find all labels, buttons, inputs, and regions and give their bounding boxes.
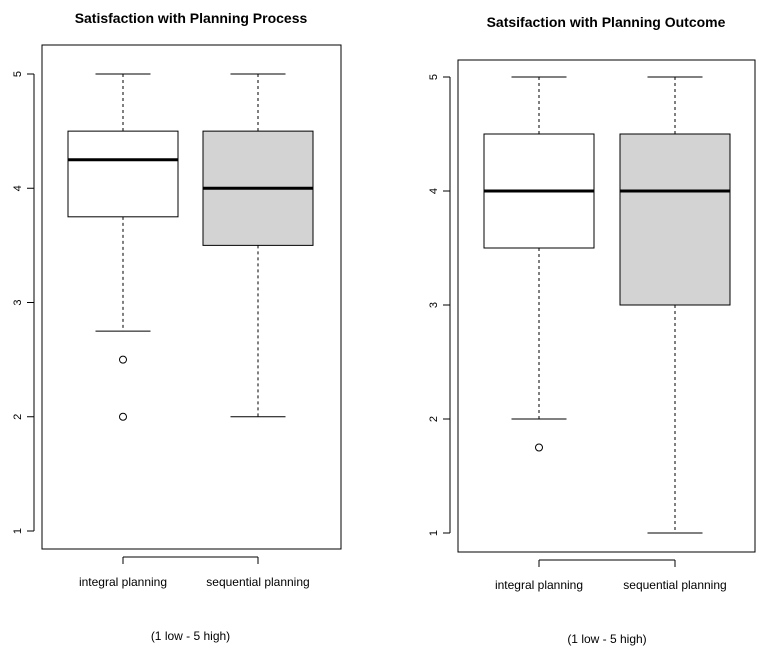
outlier-point [119,355,127,364]
y-tick-label: 4 [428,188,440,194]
box [67,130,179,218]
x-tick-label: sequential planning [623,578,726,592]
y-tick-label: 3 [12,299,24,305]
scale-note: (1 low - 5 high) [151,629,230,643]
box [619,133,731,306]
plot-frame [457,59,756,553]
y-tick-label: 2 [12,414,24,420]
y-tick-label: 5 [12,71,24,77]
x-tick-label: integral planning [79,575,167,589]
scale-note: (1 low - 5 high) [567,632,646,646]
y-tick-label: 3 [428,302,440,308]
x-tick-label: integral planning [495,578,583,592]
chart-title: Satsifaction with Planning Outcome [487,14,726,30]
x-tick-label: sequential planning [206,575,309,589]
y-tick-label: 1 [12,528,24,534]
outlier-point [535,443,543,452]
y-tick-label: 2 [428,416,440,422]
y-tick-label: 5 [428,74,440,80]
y-tick-label: 1 [428,530,440,536]
chart-title: Satisfaction with Planning Process [75,10,308,26]
plot-frame [41,44,342,550]
y-tick-label: 4 [12,185,24,191]
outlier-point [119,412,127,421]
